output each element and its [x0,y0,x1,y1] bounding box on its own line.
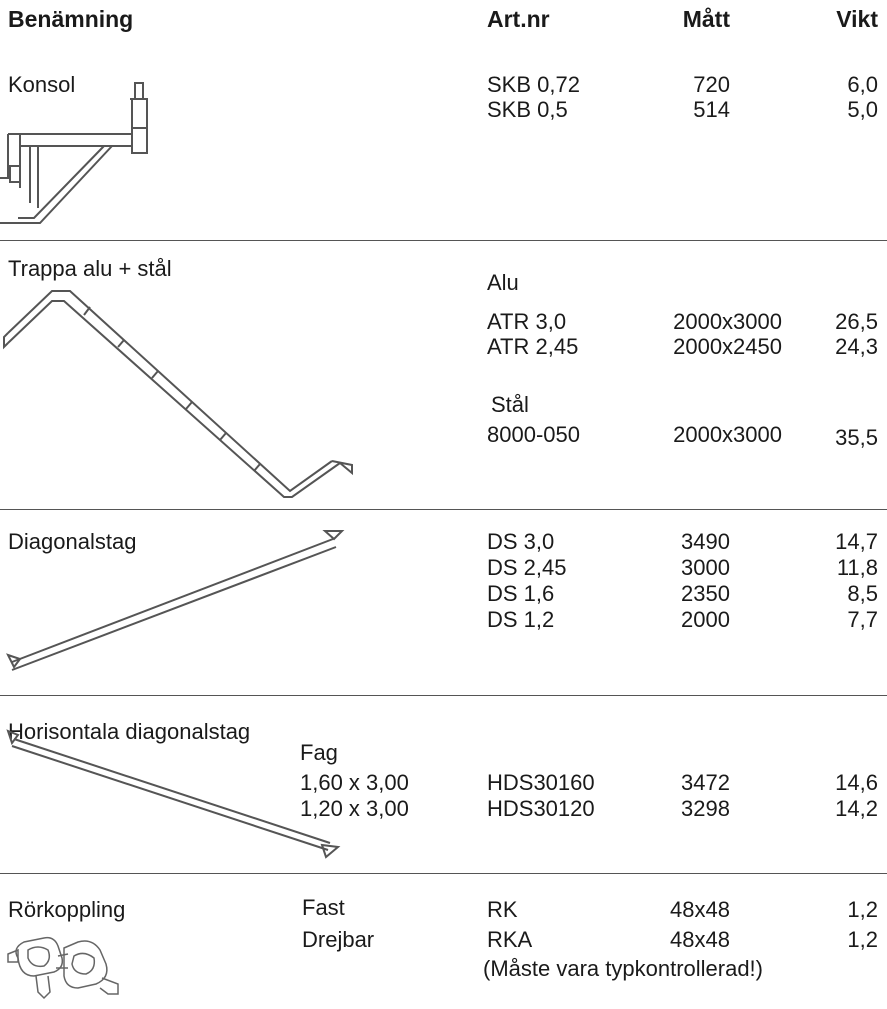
vikt-cell: 14,7 [835,529,878,554]
horizontal-brace-icon [0,725,345,865]
matt-cell: 2000x2450 [673,334,782,359]
matt-cell: 3298 [681,796,730,821]
artnr-cell: SKB 0,72 [487,72,580,97]
matt-cell: 3000 [681,555,730,580]
row-divider [0,695,887,696]
row-divider [0,240,887,241]
matt-cell: 3472 [681,770,730,795]
header-benamning: Benämning [8,6,134,32]
group-label-stal: Stål [491,392,529,417]
matt-cell: 2000x3000 [673,422,782,447]
vikt-cell: 14,6 [835,770,878,795]
item-name: Horisontala diagonalstag [8,719,251,744]
group-label-alu: Alu [487,270,519,295]
fag-label: Fag [300,740,338,765]
vikt-cell: 26,5 [835,309,878,334]
matt-cell: 2000 [681,607,730,632]
row-divider [0,873,887,874]
artnr-cell: RKA [487,927,533,952]
artnr-cell: DS 1,6 [487,581,555,606]
artnr-cell: ATR 3,0 [487,309,567,334]
item-name: Rörkoppling [8,897,126,922]
vikt-cell: 1,2 [847,897,878,922]
matt-cell: 48x48 [670,927,730,952]
artnr-cell: DS 3,0 [487,529,555,554]
item-name: Konsol [8,72,76,97]
matt-cell: 2350 [681,581,730,606]
artnr-cell: DS 2,45 [487,555,567,580]
artnr-cell: RK [487,897,518,922]
header-artnr: Art.nr [487,6,550,32]
console-bracket-icon [0,78,160,236]
artnr-cell: ATR 2,45 [487,334,579,359]
vikt-cell: 1,2 [847,927,878,952]
artnr-cell: DS 1,2 [487,607,555,632]
artnr-cell: 8000-050 [487,422,580,447]
diagonal-brace-icon [0,525,360,685]
vikt-cell: 6,0 [847,72,878,97]
artnr-cell: HDS30160 [487,770,595,795]
vikt-cell: 24,3 [835,334,878,359]
row-divider [0,509,887,510]
matt-cell: 2000x3000 [673,309,782,334]
vikt-cell: 35,5 [835,425,878,450]
fag-cell: 1,60 x 3,00 [300,770,409,795]
vikt-cell: 7,7 [847,607,878,632]
vikt-cell: 11,8 [836,555,878,580]
coupling-type: Drejbar [302,927,375,952]
matt-cell: 3490 [681,529,730,554]
artnr-cell: HDS30120 [487,796,595,821]
approval-note: (Måste vara typkontrollerad!) [483,956,763,981]
header-vikt: Vikt [836,6,878,32]
stair-icon [0,285,360,505]
matt-cell: 48x48 [670,897,730,922]
item-name: Diagonalstag [8,529,137,554]
vikt-cell: 14,2 [835,796,878,821]
header-matt: Mått [682,6,730,32]
artnr-cell: SKB 0,5 [487,97,568,122]
coupling-type: Fast [302,895,345,920]
vikt-cell: 5,0 [847,97,878,122]
pipe-coupler-icon [8,928,130,1006]
vikt-cell: 8,5 [847,581,878,606]
matt-cell: 720 [693,72,730,97]
matt-cell: 514 [693,97,730,122]
item-name: Trappa alu + stål [8,256,172,281]
fag-cell: 1,20 x 3,00 [300,796,409,821]
